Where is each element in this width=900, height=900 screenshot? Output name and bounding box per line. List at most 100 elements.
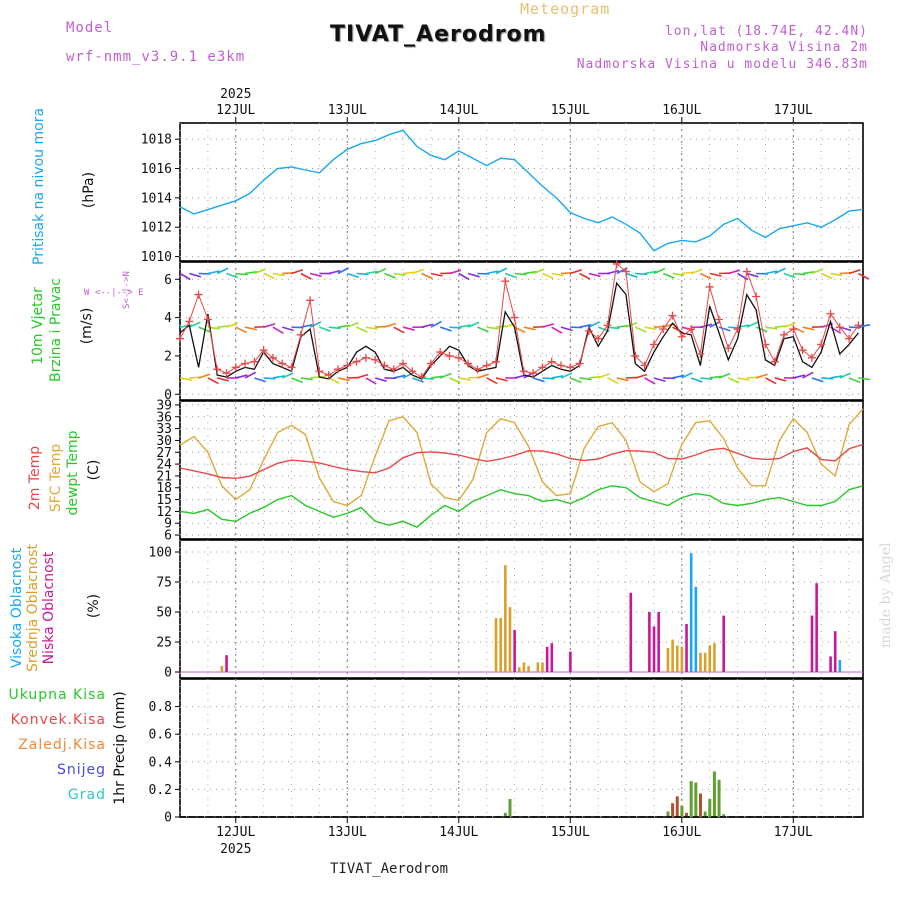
wind-direction-arrow — [635, 326, 647, 333]
cloud-bar-mid — [504, 565, 507, 672]
wind-direction-arrow — [616, 324, 629, 328]
wind-direction-arrow — [839, 372, 852, 379]
wind-direction-arrow — [579, 323, 592, 328]
xtick-label-top: 12JUL — [216, 103, 255, 118]
precip-bar-total — [708, 799, 712, 817]
ytick-label-wind: 2 — [164, 349, 172, 364]
wind-direction-arrow — [709, 375, 722, 379]
temp2m-series — [179, 443, 864, 480]
wind-direction-arrow — [802, 326, 815, 331]
ytick-label-temperature: 33 — [156, 422, 172, 437]
ytick-label-temperature: 39 — [156, 398, 172, 413]
cloud-bar-mid — [699, 652, 702, 672]
wind-direction-arrow — [765, 377, 777, 385]
xtick-label-top: 15JUL — [551, 103, 590, 118]
xtick-label-bottom: 14JUL — [439, 825, 478, 840]
wind-direction-arrow — [858, 323, 871, 328]
wind-direction-arrow — [412, 268, 424, 275]
ytick-label-temperature: 24 — [156, 458, 172, 473]
wind-direction-arrow — [486, 377, 498, 385]
wind-direction-arrow — [672, 272, 685, 276]
wind-direction-arrow — [356, 326, 368, 333]
wind-direction-arrow — [356, 373, 369, 379]
wind-direction-arrow — [848, 377, 861, 384]
xtick-label-bottom: 17JUL — [774, 825, 813, 840]
wind-direction-arrow — [802, 271, 815, 275]
wind-direction-arrow — [532, 377, 545, 383]
wind-direction-arrow — [430, 272, 443, 277]
wind-direction-arrow — [523, 271, 536, 275]
wind-direction-arrow — [458, 377, 471, 381]
cloud-bar-low — [648, 612, 651, 672]
wind-direction-arrow — [198, 326, 211, 333]
cloud-bar-low — [513, 630, 516, 672]
ytick-label-temperature: 6 — [164, 529, 172, 544]
precip-bar-total — [666, 811, 670, 817]
wind-direction-arrow — [737, 272, 749, 281]
cloud-bar-low — [810, 615, 814, 672]
legend-total-rain: Ukupna Kisa — [8, 687, 106, 703]
wind-direction-arrow — [848, 269, 861, 275]
wind-direction-arrow — [830, 272, 843, 277]
wind-direction-arrow — [616, 377, 629, 382]
wind-direction-arrow — [254, 268, 266, 275]
wind-direction-arrow — [551, 272, 564, 277]
precip-bar-conv — [698, 793, 702, 817]
wind-direction-arrow — [588, 272, 601, 278]
wind-direction-arrow — [365, 270, 378, 275]
wind-direction-arrow — [421, 377, 434, 381]
wind-direction-arrow — [858, 377, 871, 381]
cloud-bar-high — [838, 660, 842, 672]
wind-direction-arrow — [635, 272, 648, 276]
wind-direction-arrow — [746, 321, 759, 328]
wind-direction-arrow — [337, 377, 350, 382]
height-label: Nadmorska Visina 2m — [700, 40, 868, 55]
cloud-bar-low — [815, 583, 818, 672]
wind-direction-arrow — [412, 377, 424, 383]
wind-direction-arrow — [857, 272, 870, 280]
wind-direction-arrow — [328, 377, 340, 384]
panel-frame-pressure — [179, 122, 864, 262]
ytick-label-precip: 0.4 — [149, 755, 173, 770]
wind-direction-arrow — [690, 377, 703, 383]
cloud-bar-low — [569, 651, 572, 672]
wind-direction-arrow — [291, 269, 304, 275]
wind-direction-arrow — [653, 377, 666, 383]
wind-direction-arrow — [811, 268, 824, 275]
wind-direction-arrow — [821, 377, 834, 380]
panel-frame-precip — [179, 678, 864, 818]
cloud-bar-mid — [703, 652, 707, 672]
cloud-bar-low — [722, 615, 726, 672]
model-label: Model — [66, 20, 114, 36]
ytick-label-temperature: 18 — [156, 481, 172, 496]
ytick-label-clouds: 0 — [164, 666, 172, 681]
wind-direction-arrow — [542, 323, 555, 328]
wind-direction-arrow — [607, 269, 620, 275]
ytick-label-temperature: 30 — [156, 434, 172, 449]
wind-direction-arrow — [226, 322, 239, 328]
wind-direction-arrow — [216, 267, 229, 275]
wind-direction-arrow — [783, 272, 796, 279]
wind-direction-arrow — [700, 377, 713, 381]
ytick-label-clouds: 75 — [156, 576, 172, 591]
wind-direction-arrow — [467, 272, 480, 278]
wind-direction-arrow — [235, 272, 248, 276]
wind-direction-arrow — [718, 326, 731, 332]
wind-direction-arrow — [207, 270, 220, 275]
wind-direction-arrow — [569, 377, 582, 384]
cloud-bar-low — [629, 592, 633, 672]
precip-bar-total — [703, 811, 707, 817]
cloud-bar-mid — [494, 618, 498, 672]
xtick-label-bottom: 16JUL — [662, 825, 701, 840]
wind-direction-arrow — [597, 373, 610, 379]
wind-direction-arrow — [783, 322, 796, 328]
year-label-bottom: 2025 — [220, 842, 251, 857]
precip-bar-total — [694, 782, 698, 817]
wind-direction-arrow — [542, 272, 554, 280]
wind-direction-arrow — [384, 322, 397, 328]
wind-direction-arrow — [291, 377, 303, 384]
wind-direction-arrow — [774, 267, 786, 275]
wind-direction-arrow — [319, 326, 331, 333]
wind-direction-arrow — [188, 321, 201, 328]
